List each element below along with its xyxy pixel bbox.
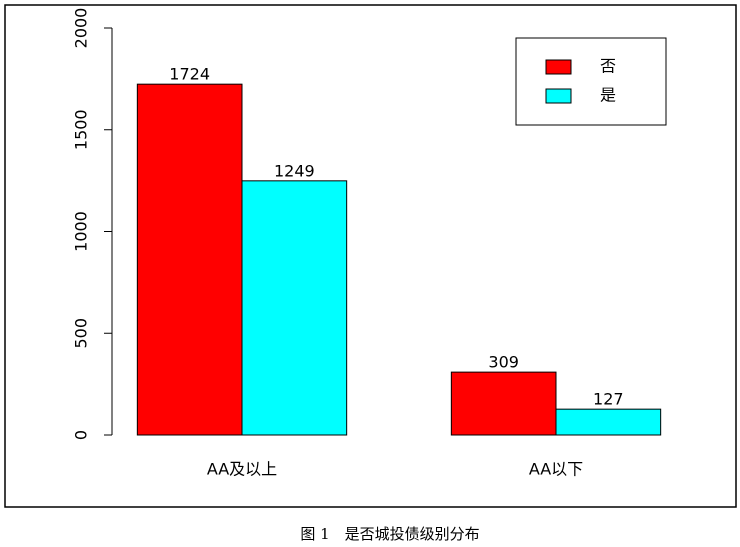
legend-box [515, 37, 667, 126]
value-label: 1249 [274, 161, 315, 180]
bar [241, 180, 348, 436]
y-tick-label: 2000 [72, 8, 91, 49]
x-tick-label: AA以下 [529, 460, 583, 479]
legend-label: 否 [600, 57, 616, 76]
bar [555, 408, 662, 436]
bar [450, 371, 557, 436]
legend-swatch [545, 88, 572, 104]
value-label: 309 [488, 353, 519, 372]
value-label: 1724 [169, 65, 210, 84]
bar [136, 83, 243, 436]
legend-label: 是 [600, 86, 616, 105]
legend-swatch [545, 59, 572, 75]
x-tick-label: AA及以上 [207, 460, 277, 479]
y-tick-label: 0 [72, 430, 91, 440]
value-label: 127 [593, 390, 624, 409]
caption: 图 1 是否城投债级别分布 [300, 525, 479, 543]
y-tick-label: 1500 [72, 109, 91, 150]
y-tick-label: 500 [72, 318, 91, 349]
plot-frame [4, 4, 737, 508]
y-tick-label: 1000 [72, 211, 91, 252]
